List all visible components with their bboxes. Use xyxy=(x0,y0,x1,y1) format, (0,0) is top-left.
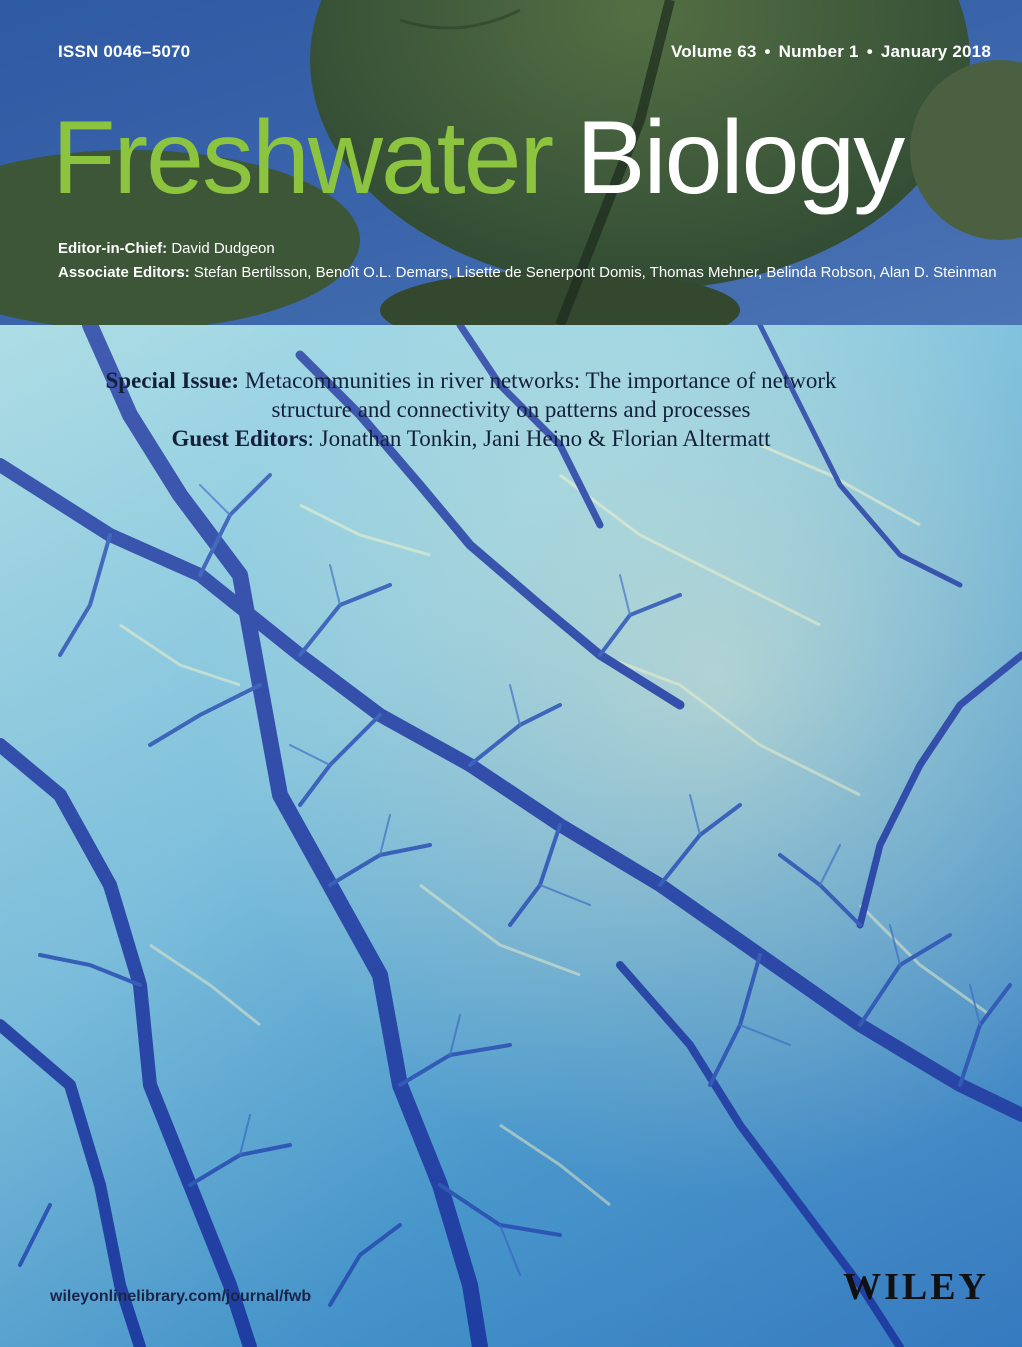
header-band: ISSN 0046–5070 Volume 63 • Number 1 • Januar… xyxy=(0,0,1022,325)
guest-editors-label: Guest Editors xyxy=(171,426,308,451)
special-issue-title-line2: structure and connectivity on patterns a… xyxy=(271,397,751,422)
special-issue-block: Special Issue: Metacommunities in river … xyxy=(0,366,1022,453)
special-issue-title-line1: Metacommunities in river networks: The i… xyxy=(244,368,837,393)
associate-editors-names: Stefan Bertilsson, Benoît O.L. Demars, L… xyxy=(193,264,997,281)
separator-dot: • xyxy=(866,42,873,61)
journal-title: Freshwater Biology xyxy=(52,98,905,218)
editor-in-chief: Editor-in-Chief: David Dudgeon xyxy=(58,240,275,257)
guest-editors-names: : Jonathan Tonkin, Jani Heino & Florian … xyxy=(307,426,771,451)
issue-number: Number 1 xyxy=(778,42,859,61)
special-issue-line1: Special Issue: Metacommunities in river … xyxy=(0,366,1022,395)
river-network-image xyxy=(0,325,1022,1347)
volume-line: Volume 63 • Number 1 • January 2018 xyxy=(671,42,991,62)
guest-editors-line: Guest Editors: Jonathan Tonkin, Jani Hei… xyxy=(0,424,1022,453)
title-word-freshwater: Freshwater xyxy=(52,100,554,216)
issue-date: January 2018 xyxy=(880,42,991,61)
journal-url: wileyonlinelibrary.com/journal/fwb xyxy=(50,1288,312,1305)
issn-label: ISSN 0046–5070 xyxy=(58,42,191,61)
special-issue-label: Special Issue: xyxy=(105,368,240,393)
editor-in-chief-name: David Dudgeon xyxy=(171,240,275,257)
associate-editors: Associate Editors: Stefan Bertilsson, Be… xyxy=(58,264,997,281)
associate-editors-label: Associate Editors: xyxy=(58,264,190,281)
publisher-logo: WILEY xyxy=(843,1266,989,1308)
volume-number: Volume 63 xyxy=(670,42,757,61)
separator-dot: • xyxy=(764,42,771,61)
lily-pad-photo xyxy=(0,0,1022,325)
title-word-biology: Biology xyxy=(576,100,905,216)
editor-in-chief-label: Editor-in-Chief: xyxy=(58,240,168,257)
